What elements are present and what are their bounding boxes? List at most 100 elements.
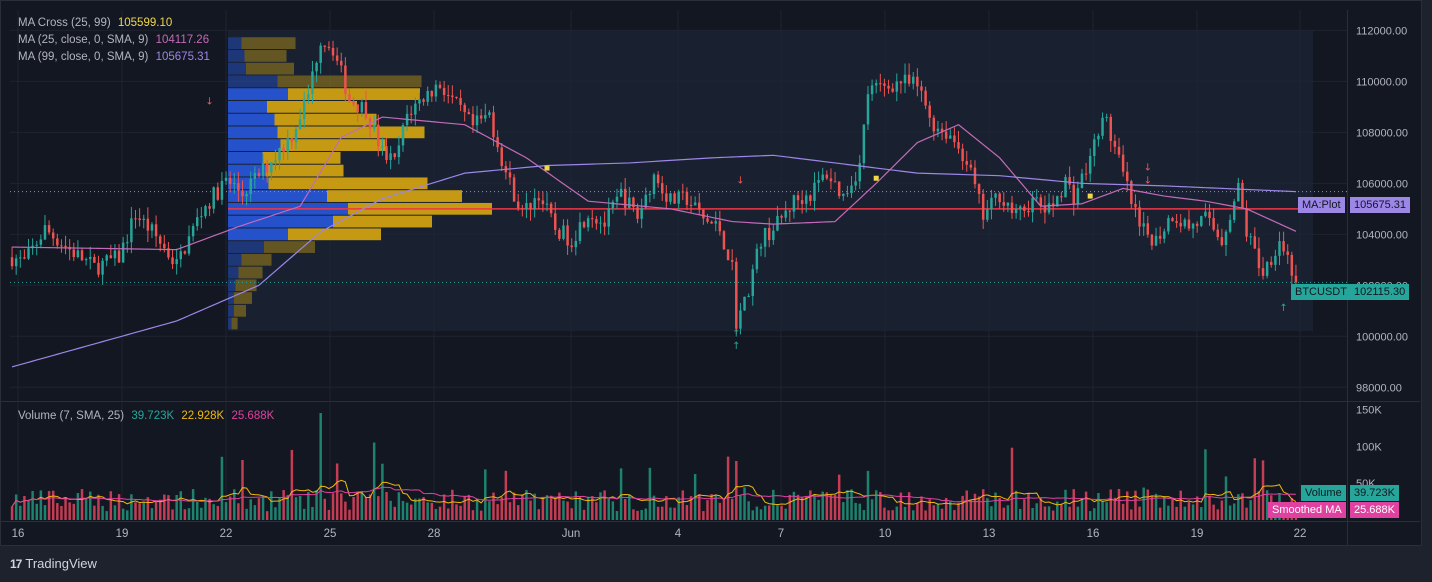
candle-body xyxy=(23,257,26,259)
candle-body xyxy=(1093,139,1096,156)
candle-body xyxy=(1183,219,1187,227)
candle-body xyxy=(1150,234,1154,246)
volume-bar xyxy=(949,501,952,520)
vp-bar-down xyxy=(265,164,344,177)
vp-bar-down xyxy=(267,100,357,113)
legend-volume-label: Volume (7, SMA, 25) xyxy=(18,410,125,422)
candle-body xyxy=(821,174,824,181)
volume-bar xyxy=(195,501,199,520)
candle-body xyxy=(146,218,150,231)
volume-bar xyxy=(344,501,347,520)
volume-bar xyxy=(887,510,890,520)
legend-ma99-value: 105675.31 xyxy=(155,51,210,63)
vp-bar-down xyxy=(244,50,287,62)
candle-body xyxy=(850,185,853,194)
candle-body xyxy=(932,117,936,132)
candle-body xyxy=(776,215,779,231)
vp-bar-down xyxy=(241,37,296,50)
volume-bar xyxy=(681,490,685,520)
volume-bar xyxy=(1101,500,1104,520)
candle-body xyxy=(195,217,199,227)
vp-bar-up xyxy=(228,253,242,266)
candle-body xyxy=(80,250,84,261)
candle-body xyxy=(681,191,685,193)
candle-body xyxy=(632,197,635,208)
volume-bar xyxy=(599,492,602,520)
volume-bar xyxy=(418,498,421,520)
vp-bar-down xyxy=(333,215,432,228)
volume-bar xyxy=(368,494,372,520)
candle-body xyxy=(1134,203,1137,208)
volume-bar xyxy=(776,505,779,520)
footer-brand[interactable]: 17 TradingView xyxy=(10,556,97,571)
candle-body xyxy=(1125,171,1129,182)
candle-body xyxy=(1270,262,1273,265)
volume-bar xyxy=(1113,497,1117,520)
volume-bar xyxy=(500,497,503,520)
candle-body xyxy=(739,310,742,329)
legend-volume-value2: 22.928K xyxy=(181,410,225,422)
legend-volume[interactable]: Volume (7, SMA, 25) 39.723K 22.928K 25.6… xyxy=(18,410,278,422)
candle-body xyxy=(1249,236,1252,238)
volume-bar xyxy=(1224,476,1228,520)
volume-bar xyxy=(772,489,775,520)
candle-body xyxy=(767,227,771,241)
legend-ma-cross[interactable]: MA Cross (25, 99) 105599.10 xyxy=(18,17,176,29)
candle-body xyxy=(1056,196,1059,207)
candle-body xyxy=(10,257,14,267)
candle-body xyxy=(1088,155,1092,174)
volume-bar xyxy=(969,500,973,520)
volume-bar xyxy=(84,498,88,520)
candle-body xyxy=(990,197,993,210)
time-axis-label: 25 xyxy=(324,528,337,540)
candle-body xyxy=(586,218,590,228)
volume-bar xyxy=(800,497,804,520)
candle-body xyxy=(414,103,417,115)
candle-body xyxy=(772,230,775,241)
legend-ma99[interactable]: MA (99, close, 0, SMA, 9) 105675.31 xyxy=(18,51,214,63)
candle-body xyxy=(340,60,343,66)
candle-body xyxy=(220,180,224,200)
time-axis-label: Jun xyxy=(562,528,581,540)
volume-value-label: 39.723K xyxy=(1350,485,1399,501)
volume-bar xyxy=(586,496,590,520)
candle-body xyxy=(533,198,536,210)
time-axis-label: 22 xyxy=(1294,528,1307,540)
candle-body xyxy=(89,256,92,260)
candle-body xyxy=(689,204,693,206)
volume-bar xyxy=(183,509,187,520)
volume-bar xyxy=(891,510,894,520)
volume-bar xyxy=(126,510,129,520)
legend-ma25[interactable]: MA (25, close, 0, SMA, 9) 104117.26 xyxy=(18,34,213,46)
volume-bar xyxy=(381,463,384,520)
candle-body xyxy=(792,195,796,212)
volume-bar xyxy=(932,505,936,520)
volume-bar xyxy=(1220,500,1224,520)
candle-body xyxy=(706,218,709,222)
volume-bar xyxy=(644,508,648,520)
candle-body xyxy=(1286,251,1289,255)
candle-body xyxy=(245,194,248,197)
vp-bar-up xyxy=(228,241,264,253)
volume-bar xyxy=(1200,507,1203,520)
volume-bar xyxy=(1232,503,1236,520)
volume-bar xyxy=(60,505,63,520)
candle-body xyxy=(1097,135,1100,140)
volume-bar xyxy=(35,503,38,520)
volume-bar xyxy=(1014,490,1018,520)
vp-bar-up xyxy=(228,88,288,100)
candle-body xyxy=(27,248,30,259)
volume-bar xyxy=(204,497,207,520)
volume-bar xyxy=(237,503,240,520)
candle-body xyxy=(516,201,520,209)
volume-bar xyxy=(290,449,294,520)
candle-body xyxy=(912,76,915,84)
candle-body xyxy=(928,105,931,118)
volume-bar xyxy=(1068,506,1071,520)
candle-body xyxy=(200,216,203,218)
volume-bar xyxy=(56,503,59,520)
candle-body xyxy=(1130,181,1133,204)
time-axis-label: 13 xyxy=(983,528,996,540)
vp-bar-up xyxy=(228,190,327,202)
